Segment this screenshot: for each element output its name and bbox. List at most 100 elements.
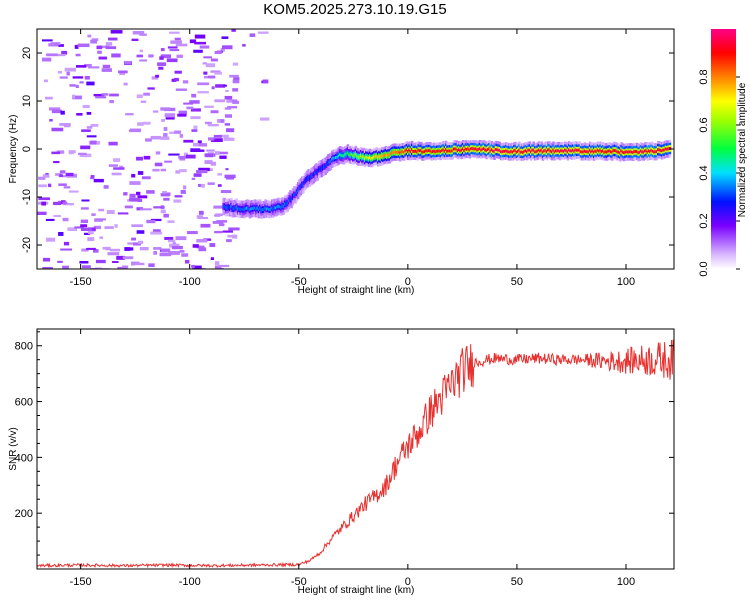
ridge-cell — [649, 150, 652, 153]
ridge-cell — [498, 148, 502, 152]
ridge-cell — [577, 148, 580, 152]
noise-cell — [217, 173, 223, 176]
noise-cell — [210, 70, 221, 73]
ridge-cell — [571, 148, 575, 152]
y-tick-label: 10 — [21, 95, 33, 107]
ridge-cell — [253, 206, 257, 210]
noise-cell — [94, 219, 103, 222]
noise-cell — [102, 64, 111, 69]
noise-cell — [94, 218, 106, 221]
noise-cell — [165, 117, 175, 120]
ridge-cell — [475, 147, 478, 151]
noise-cell — [88, 66, 100, 69]
noise-cell — [262, 79, 269, 84]
x-tick-label: 0 — [405, 276, 411, 288]
x-tick-label: -50 — [291, 276, 307, 288]
noise-cell — [183, 152, 189, 157]
noise-cell — [222, 45, 233, 50]
noise-cell — [231, 99, 238, 102]
ridge-cell — [294, 193, 297, 197]
ridge-cell — [286, 201, 289, 205]
noise-cell — [131, 173, 136, 178]
noise-cell — [147, 87, 155, 90]
ridge-cell — [609, 150, 613, 154]
colorbar-tick-label: 0.8 — [698, 69, 710, 84]
ridge-cell — [323, 165, 326, 169]
noise-cell — [90, 140, 97, 145]
ridge-cell — [248, 208, 252, 212]
noise-cell — [57, 71, 62, 74]
noise-cell — [56, 150, 65, 154]
noise-cell — [87, 237, 95, 242]
noise-cell — [167, 46, 178, 49]
noise-cell — [79, 153, 92, 158]
ridge-cell — [280, 205, 283, 209]
noise-cell — [224, 107, 232, 110]
noise-cell — [137, 122, 144, 126]
ridge-cell — [412, 149, 415, 153]
noise-cell — [213, 135, 222, 138]
noise-cell — [179, 169, 187, 173]
ridge-cell — [533, 150, 537, 154]
ridge-cell — [658, 148, 661, 152]
noise-cell — [226, 99, 233, 103]
ridge-cell — [337, 154, 341, 158]
ridge-cell — [592, 150, 596, 154]
noise-cell — [84, 63, 92, 67]
noise-cell — [136, 94, 143, 99]
ridge-cell — [389, 152, 393, 156]
ridge-cell — [446, 149, 449, 153]
ridge-cell — [349, 153, 352, 157]
ridge-cell — [526, 150, 529, 154]
noise-cell — [57, 53, 66, 57]
ridge-cell — [608, 149, 611, 153]
noise-cell — [148, 263, 155, 268]
ridge-cell — [452, 147, 456, 151]
ridge-cell — [502, 149, 505, 153]
ridge-cell — [298, 186, 301, 190]
ridge-cell — [441, 149, 444, 153]
ridge-cell — [667, 147, 670, 151]
noise-cell — [232, 79, 240, 84]
noise-cell — [197, 82, 210, 86]
ridge-cell — [406, 150, 410, 153]
ridge-cell — [420, 149, 423, 152]
ridge-cell — [543, 149, 546, 153]
ridge-cell — [359, 154, 363, 158]
noise-cell — [77, 43, 90, 48]
noise-cell — [217, 118, 224, 123]
ridge-cell — [514, 148, 517, 152]
ridge-cell — [345, 152, 348, 156]
ridge-cell — [324, 164, 327, 168]
noise-cell — [101, 68, 112, 72]
noise-cell — [59, 170, 66, 174]
noise-cell — [75, 53, 81, 57]
ridge-cell — [632, 150, 635, 154]
snr-panel: -150 -100 -50 0 50 100 200 400 600 800 Height of… — [8, 328, 675, 596]
noise-cell — [233, 77, 240, 81]
noise-cell — [150, 231, 163, 235]
ridge-cell — [544, 148, 547, 152]
ridge-cell — [423, 150, 427, 154]
ridge-cell — [405, 148, 409, 152]
ridge-cell — [471, 146, 474, 150]
noise-cell — [200, 223, 211, 228]
ridge-cell — [531, 148, 534, 152]
noise-cell — [86, 135, 97, 138]
ridge-cell — [539, 149, 542, 153]
noise-cell — [211, 138, 223, 142]
noise-cell — [226, 128, 235, 133]
noise-cell — [102, 246, 111, 250]
noise-cell — [198, 183, 202, 187]
ridge-cell — [599, 148, 602, 152]
noise-cell — [217, 184, 222, 187]
noise-cell — [95, 259, 106, 264]
noise-cell — [194, 41, 207, 45]
noise-cell — [98, 208, 105, 212]
noise-cell — [86, 81, 95, 86]
ridge-cell — [638, 150, 642, 154]
ridge-cell — [603, 150, 606, 154]
noise-cell — [136, 156, 143, 161]
noise-cell — [242, 44, 246, 47]
noise-cell — [49, 107, 61, 111]
